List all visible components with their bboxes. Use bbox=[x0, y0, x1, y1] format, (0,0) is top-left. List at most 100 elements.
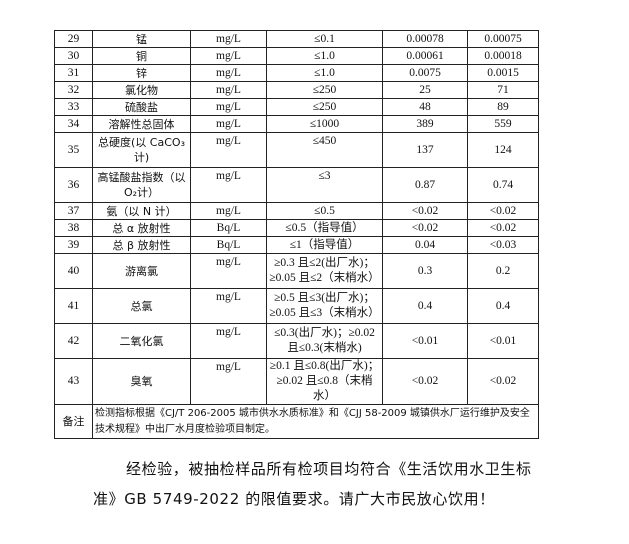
result-2: <0.03 bbox=[467, 236, 539, 254]
result-2: 559 bbox=[467, 115, 539, 133]
item-name: 氯化物 bbox=[92, 81, 191, 99]
row-number: 29 bbox=[54, 30, 93, 48]
table-row: 31 锌 mg/L ≤1.0 0.0075 0.0015 bbox=[54, 64, 539, 82]
table-row: 41 总氯 mg/L ≥0.5 且≤3(出厂水)；≥0.05 且≤3（末梢水） 0.4 0… bbox=[54, 288, 539, 324]
row-number: 35 bbox=[54, 132, 93, 168]
row-number: 31 bbox=[54, 64, 93, 82]
table-row: 33 硫酸盐 mg/L ≤250 48 89 bbox=[54, 98, 539, 116]
unit: mg/L bbox=[190, 64, 267, 82]
item-name: 总氯 bbox=[92, 288, 191, 324]
table-row: 29 锰 mg/L ≤0.1 0.00078 0.00075 bbox=[54, 30, 539, 48]
row-number: 39 bbox=[54, 236, 93, 254]
note-text: 检测指标根据《CJ/T 206-2005 城市供水水质标准》和《CJJ 58-2… bbox=[92, 404, 539, 439]
item-name: 硫酸盐 bbox=[92, 98, 191, 116]
item-name: 二氧化氯 bbox=[92, 323, 191, 359]
result-2: 0.0015 bbox=[467, 64, 539, 82]
limit-value: ≤1.0 bbox=[266, 47, 383, 65]
result-1: 0.3 bbox=[382, 253, 468, 289]
note-row: 备注 检测指标根据《CJ/T 206-2005 城市供水水质标准》和《CJJ 5… bbox=[54, 404, 539, 439]
result-2: 0.4 bbox=[467, 288, 539, 324]
table-row: 42 二氧化氯 mg/L ≤0.3(出厂水)；≥0.02 且≤0.3(末梢水) <0.0… bbox=[54, 323, 539, 359]
result-1: 0.00078 bbox=[382, 30, 468, 48]
result-1: <0.02 bbox=[382, 219, 468, 237]
result-2: <0.02 bbox=[467, 358, 539, 405]
unit: mg/L bbox=[190, 30, 267, 48]
result-2: 0.00018 bbox=[467, 47, 539, 65]
table-row: 35 总硬度(以 CaCO₃ 计) mg/L ≤450 137 124 bbox=[54, 132, 539, 168]
limit-value: ≤250 bbox=[266, 81, 383, 99]
row-number: 32 bbox=[54, 81, 93, 99]
limit-value: ≤1000 bbox=[266, 115, 383, 133]
row-number: 41 bbox=[54, 288, 93, 324]
unit: mg/L bbox=[190, 323, 267, 359]
result-1: 48 bbox=[382, 98, 468, 116]
limit-value: ≤250 bbox=[266, 98, 383, 116]
table-row: 32 氯化物 mg/L ≤250 25 71 bbox=[54, 81, 539, 99]
item-name: 锌 bbox=[92, 64, 191, 82]
result-2: 71 bbox=[467, 81, 539, 99]
limit-value: ≥0.5 且≤3(出厂水)；≥0.05 且≤3（末梢水） bbox=[266, 288, 383, 324]
water-quality-table: 29 锰 mg/L ≤0.1 0.00078 0.00075 30 铜 mg/L ≤1.0 0.00… bbox=[54, 30, 539, 439]
limit-value: ≤0.3(出厂水)；≥0.02 且≤0.3(末梢水) bbox=[266, 323, 383, 359]
unit: Bq/L bbox=[190, 219, 267, 237]
unit: mg/L bbox=[190, 253, 267, 289]
result-2: 89 bbox=[467, 98, 539, 116]
result-1: <0.02 bbox=[382, 358, 468, 405]
row-number: 30 bbox=[54, 47, 93, 65]
item-name: 锰 bbox=[92, 30, 191, 48]
result-1: 0.0075 bbox=[382, 64, 468, 82]
result-1: <0.01 bbox=[382, 323, 468, 359]
limit-value: ≤450 bbox=[266, 132, 383, 168]
item-name: 游离氯 bbox=[92, 253, 191, 289]
limit-value: ≤3 bbox=[266, 167, 383, 203]
table-row: 38 总 α 放射性 Bq/L ≤0.5（指导值） <0.02 <0.02 bbox=[54, 219, 539, 237]
result-2: <0.02 bbox=[467, 219, 539, 237]
result-2: 0.00075 bbox=[467, 30, 539, 48]
table-row: 37 氨（以 N 计） mg/L ≤0.5 <0.02 <0.02 bbox=[54, 202, 539, 220]
result-1: 25 bbox=[382, 81, 468, 99]
unit: mg/L bbox=[190, 47, 267, 65]
unit: mg/L bbox=[190, 202, 267, 220]
item-name: 臭氧 bbox=[92, 358, 191, 405]
unit: Bq/L bbox=[190, 236, 267, 254]
result-1: 0.04 bbox=[382, 236, 468, 254]
result-1: 0.87 bbox=[382, 167, 468, 203]
result-2: 124 bbox=[467, 132, 539, 168]
table-body: 29 锰 mg/L ≤0.1 0.00078 0.00075 30 铜 mg/L ≤1.0 0.00… bbox=[54, 30, 539, 405]
unit: mg/L bbox=[190, 288, 267, 324]
limit-value: ≤0.5 bbox=[266, 202, 383, 220]
result-2: <0.01 bbox=[467, 323, 539, 359]
item-name: 总 β 放射性 bbox=[92, 236, 191, 254]
unit: mg/L bbox=[190, 98, 267, 116]
row-number: 43 bbox=[54, 358, 93, 405]
row-number: 42 bbox=[54, 323, 93, 359]
table-row: 39 总 β 放射性 Bq/L ≤1（指导值） 0.04 <0.03 bbox=[54, 236, 539, 254]
unit: mg/L bbox=[190, 81, 267, 99]
row-number: 34 bbox=[54, 115, 93, 133]
limit-value: ≤1（指导值） bbox=[266, 236, 383, 254]
unit: mg/L bbox=[190, 115, 267, 133]
note-label: 备注 bbox=[54, 404, 93, 439]
result-2: 0.74 bbox=[467, 167, 539, 203]
table-row: 34 溶解性总固体 mg/L ≤1000 389 559 bbox=[54, 115, 539, 133]
limit-value: ≤0.5（指导值） bbox=[266, 219, 383, 237]
result-1: 0.4 bbox=[382, 288, 468, 324]
table-row: 43 臭氧 mg/L ≥0.1 且≤0.8(出厂水)；≥0.02 且≤0.8（末梢水）… bbox=[54, 358, 539, 405]
unit: mg/L bbox=[190, 358, 267, 405]
unit: mg/L bbox=[190, 132, 267, 168]
item-name: 总硬度(以 CaCO₃ 计) bbox=[92, 132, 191, 168]
limit-value: ≥0.3 且≤2(出厂水)；≥0.05 且≤2（末梢水） bbox=[266, 253, 383, 289]
item-name: 溶解性总固体 bbox=[92, 115, 191, 133]
row-number: 36 bbox=[54, 167, 93, 203]
table-row: 30 铜 mg/L ≤1.0 0.00061 0.00018 bbox=[54, 47, 539, 65]
row-number: 38 bbox=[54, 219, 93, 237]
limit-value: ≤1.0 bbox=[266, 64, 383, 82]
result-2: <0.02 bbox=[467, 202, 539, 220]
result-1: 389 bbox=[382, 115, 468, 133]
result-2: 0.2 bbox=[467, 253, 539, 289]
unit: mg/L bbox=[190, 167, 267, 203]
row-number: 33 bbox=[54, 98, 93, 116]
conclusion-text: 经检验，被抽检样品所有检项目均符合《生活饮用水卫生标准》GB 5749-2022… bbox=[93, 460, 532, 508]
row-number: 40 bbox=[54, 253, 93, 289]
limit-value: ≤0.1 bbox=[266, 30, 383, 48]
